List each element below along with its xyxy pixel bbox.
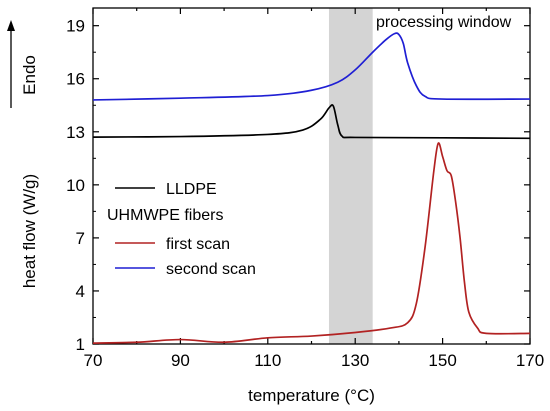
x-tick-label: 150 — [428, 351, 456, 370]
y-tick-label: 16 — [66, 70, 85, 89]
y-tick-label: 1 — [76, 335, 85, 354]
x-tick-label: 90 — [171, 351, 190, 370]
series-line-second-scan — [92, 32, 531, 101]
legend: LLDPE UHMWPE fibers first scan second sc… — [107, 181, 256, 278]
legend-group-title: UHMWPE fibers — [107, 207, 223, 224]
series-line-first-scan — [92, 142, 531, 344]
x-axis-ticks: 70 90 110 130 150 170 — [84, 8, 544, 370]
series-line-lldpe — [92, 104, 531, 140]
x-axis-label: temperature (°C) — [248, 386, 375, 405]
plot-frame — [92, 7, 531, 345]
x-tick-label: 110 — [254, 351, 281, 370]
processing-window-band — [328, 8, 373, 344]
y-tick-label: 19 — [66, 17, 85, 36]
y-tick-label: 7 — [76, 229, 85, 248]
y-tick-label: 13 — [66, 123, 85, 142]
legend-label-first-scan: first scan — [166, 236, 230, 253]
y-tick-label: 10 — [66, 176, 85, 195]
processing-window-label: processing window — [376, 14, 512, 31]
y-axis-label: heat flow (W/g) — [20, 174, 39, 288]
y-axis-ticks: 1 4 7 10 13 16 19 — [66, 17, 530, 354]
endo-arrow — [7, 20, 15, 108]
legend-label-lldpe: LLDPE — [166, 181, 217, 198]
x-tick-label: 70 — [84, 351, 103, 370]
legend-label-second-scan: second scan — [166, 261, 256, 278]
x-tick-label: 130 — [341, 351, 369, 370]
y-tick-label: 4 — [76, 282, 85, 301]
series-layer — [92, 32, 531, 344]
endo-label: Endo — [20, 55, 39, 95]
x-tick-label: 170 — [516, 351, 544, 370]
